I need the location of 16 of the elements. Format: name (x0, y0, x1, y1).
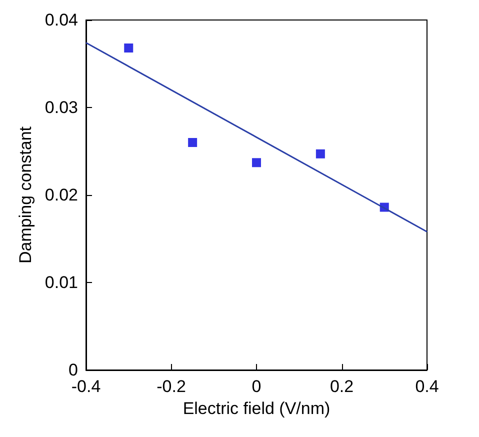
x-tick-label: -0.2 (156, 377, 186, 396)
point (188, 138, 198, 147)
x-tick-label: 0 (252, 377, 262, 396)
x-tick-label: 0.4 (415, 377, 439, 396)
y-axis-title: Damping constant (16, 126, 36, 264)
y-tick-label: 0.01 (44, 273, 78, 292)
y-tick-label: 0 (68, 360, 78, 380)
x-tick-label: 0.2 (330, 377, 354, 396)
point (252, 158, 261, 168)
y-tick-label: 0.04 (44, 10, 78, 30)
point (124, 44, 134, 52)
point (316, 149, 325, 158)
y-tick-label: 0.02 (44, 186, 78, 204)
y-tick-label: 0.03 (44, 98, 78, 117)
x-tick-label: -0.4 (71, 377, 101, 396)
x-axis-title: Electric field (V/nm) (182, 399, 330, 418)
